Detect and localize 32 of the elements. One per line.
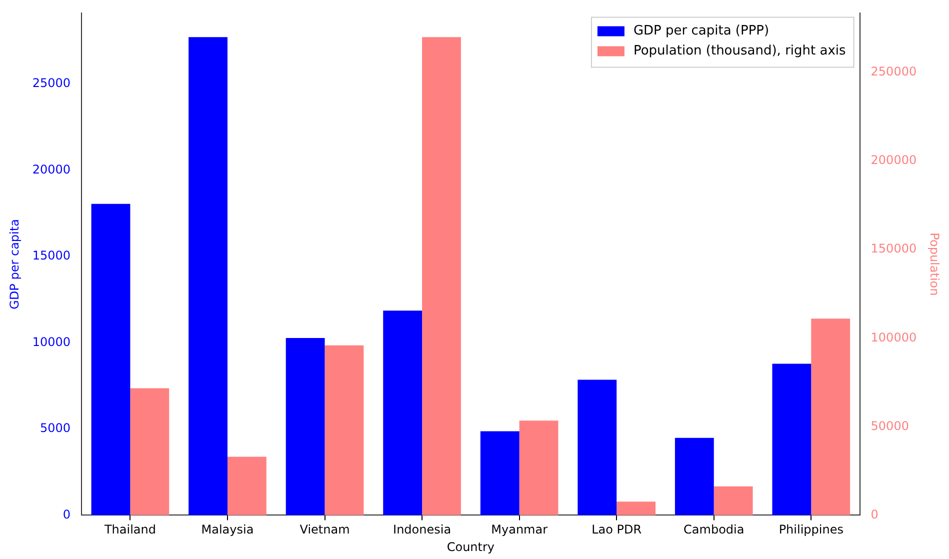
- y2-tick-label: 50000: [870, 418, 909, 433]
- x-tick-label: Vietnam: [300, 522, 350, 537]
- x-tick-label: Thailand: [103, 522, 156, 537]
- y-tick-label: 20000: [32, 162, 71, 176]
- bar: [674, 438, 714, 516]
- bar: [616, 502, 656, 516]
- x-tick-label: Malaysia: [201, 522, 254, 537]
- y2-tick-label: 200000: [870, 153, 917, 168]
- x-axis-title: Country: [446, 540, 495, 554]
- x-tick-label: Indonesia: [393, 522, 452, 537]
- y-tick-label: 5000: [40, 421, 71, 436]
- bar: [91, 204, 130, 516]
- y-tick-label: 10000: [32, 334, 71, 349]
- legend-label: GDP per capita (PPP): [633, 24, 770, 39]
- bar: [578, 380, 617, 516]
- y2-axis-title: Population: [928, 232, 942, 296]
- x-tick-label: Philippines: [778, 522, 844, 537]
- bar: [422, 37, 461, 516]
- y-axis-title: GDP per capita: [7, 219, 22, 310]
- y2-tick-label: 250000: [870, 64, 917, 79]
- y2-tick-label: 150000: [870, 242, 917, 256]
- y-tick-label: 15000: [32, 248, 71, 263]
- y2-tick-label: 0: [870, 507, 878, 522]
- y-tick-label: 25000: [32, 76, 71, 90]
- bar: [227, 456, 266, 516]
- x-tick-label: Lao PDR: [592, 522, 642, 537]
- legend-label: Population (thousand), right axis: [633, 44, 846, 59]
- y2-tick-label: 100000: [870, 330, 917, 344]
- y-tick-label: 0: [62, 507, 71, 522]
- bar: [188, 37, 228, 516]
- x-tick-label: Cambodia: [684, 522, 744, 537]
- x-tick-label: Myanmar: [491, 522, 548, 537]
